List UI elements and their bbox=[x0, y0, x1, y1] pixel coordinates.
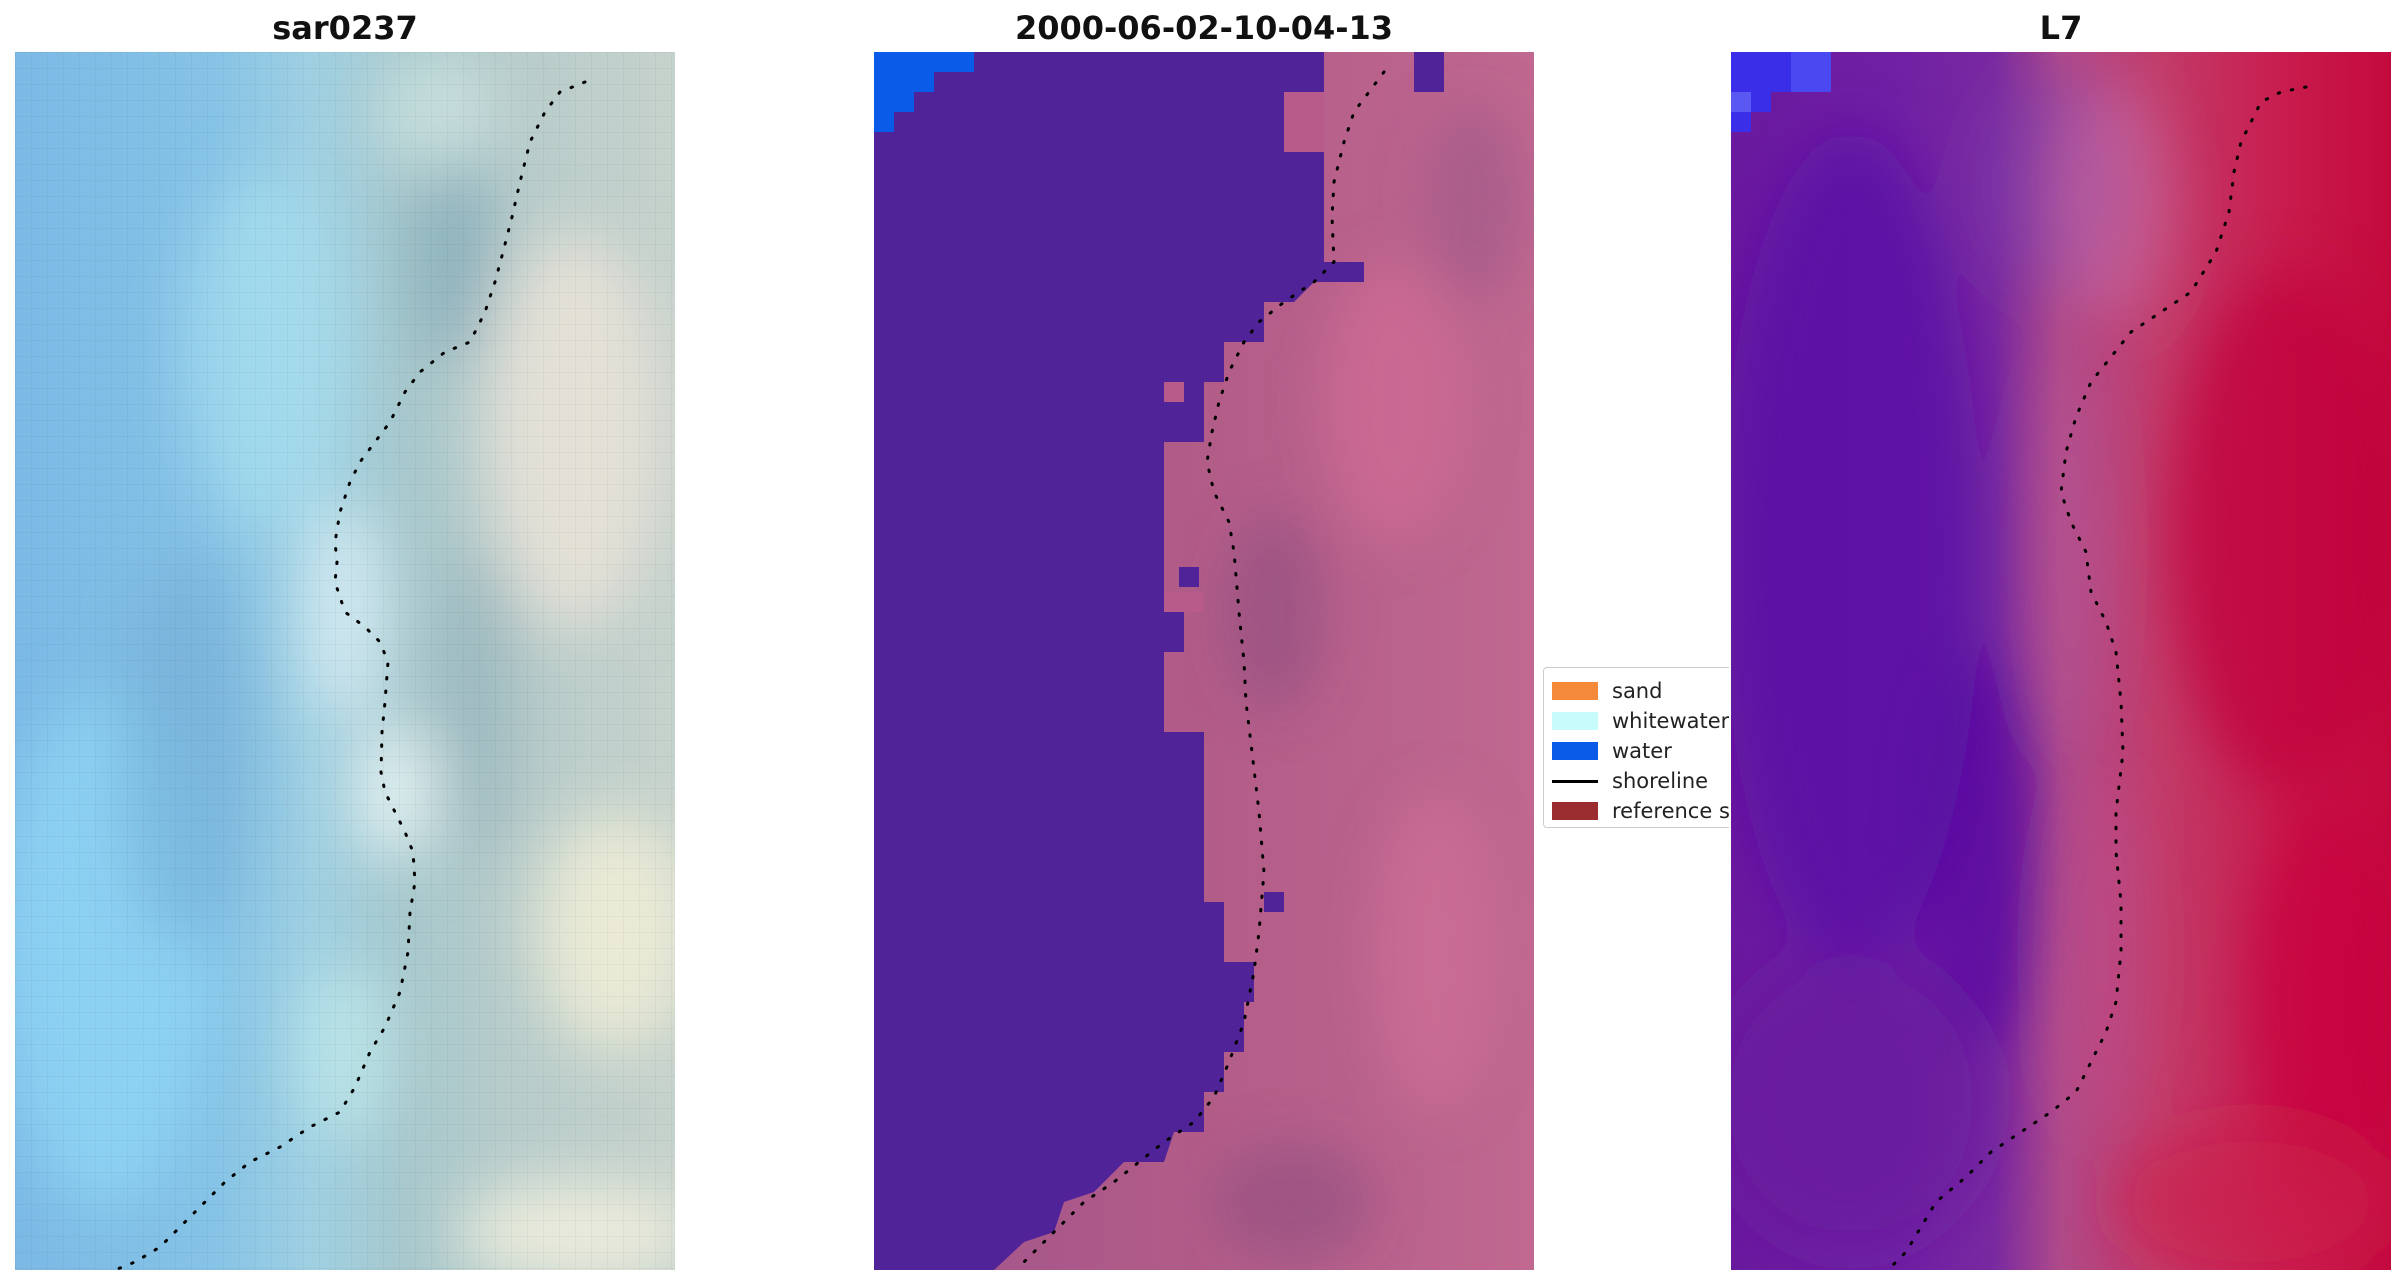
shoreline-dots-index bbox=[1889, 85, 2308, 1269]
panel-title-index: L7 bbox=[2039, 9, 2083, 47]
legend-item-water: water bbox=[1552, 738, 1672, 764]
index-image-panel bbox=[1731, 52, 2391, 1270]
rgb-image-panel bbox=[15, 52, 675, 1270]
legend-item-sand: sand bbox=[1552, 678, 1662, 704]
panel-title-rgb: sar0237 bbox=[272, 9, 418, 47]
legend-item-whitewater: whitewater bbox=[1552, 708, 1729, 734]
water-swatch bbox=[1552, 742, 1598, 760]
classified-water-region bbox=[874, 52, 1364, 1270]
classified-image bbox=[874, 52, 1534, 1270]
legend: sand whitewater water shoreline referenc… bbox=[1543, 667, 1729, 828]
reference-shoreline-swatch bbox=[1552, 802, 1598, 820]
panel-title-classified: 2000-06-02-10-04-13 bbox=[1014, 9, 1394, 47]
shoreline-dots-classified bbox=[1022, 70, 1386, 1264]
classified-image-panel bbox=[874, 52, 1534, 1270]
legend-label-reference-shoreline: reference shoreline bbox=[1612, 799, 1729, 823]
index-image bbox=[1731, 52, 2391, 1270]
water-class-corner bbox=[874, 52, 974, 132]
rgb-image bbox=[15, 52, 675, 1270]
whitewater-swatch bbox=[1552, 712, 1598, 730]
legend-label-whitewater: whitewater bbox=[1612, 709, 1729, 733]
legend-item-reference-shoreline: reference shoreline bbox=[1552, 798, 1729, 824]
legend-label-water: water bbox=[1612, 739, 1672, 763]
shoreline-line-icon bbox=[1552, 779, 1598, 783]
sand-swatch bbox=[1552, 682, 1598, 700]
legend-item-shoreline: shoreline bbox=[1552, 768, 1708, 794]
legend-label-sand: sand bbox=[1612, 679, 1663, 703]
legend-label-shoreline: shoreline bbox=[1612, 769, 1709, 793]
